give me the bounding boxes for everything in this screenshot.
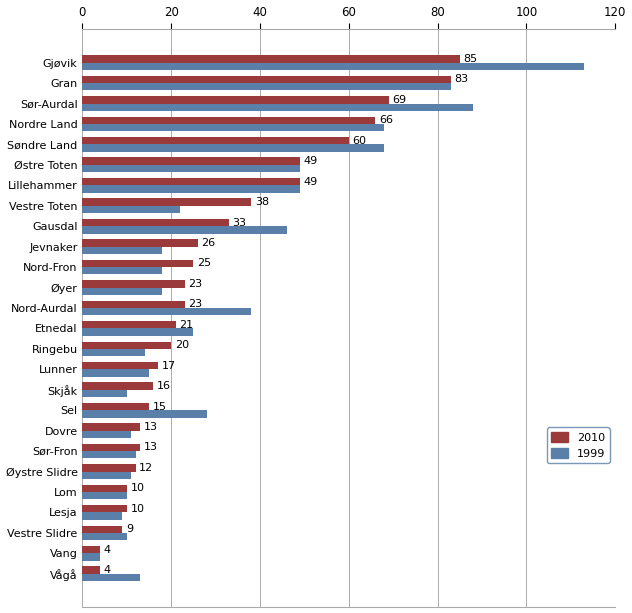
Bar [82,145,384,152]
Bar [82,185,300,192]
Bar [82,104,473,111]
Text: 69: 69 [392,95,406,105]
Text: 60: 60 [353,135,367,146]
Bar [82,424,140,431]
Bar [82,300,185,308]
Bar [82,451,136,459]
Bar [82,492,127,500]
Bar [82,55,460,63]
Bar [82,239,198,246]
Text: 21: 21 [179,320,193,330]
Bar [82,341,171,349]
Bar [82,431,131,438]
Bar [82,574,140,581]
Bar [82,63,584,70]
Bar [82,308,251,315]
Bar [82,116,375,124]
Bar [82,267,162,275]
Text: 15: 15 [152,402,167,411]
Text: 16: 16 [157,381,171,391]
Text: 23: 23 [188,279,202,289]
Bar [82,349,145,356]
Bar [82,505,127,512]
Bar [82,566,100,574]
Text: 23: 23 [188,299,202,310]
Bar [82,410,207,417]
Bar [82,554,100,561]
Bar [82,206,180,213]
Bar [82,178,300,185]
Bar [82,321,176,329]
Bar [82,76,451,83]
Bar [82,260,193,267]
Bar [82,158,300,165]
Text: 13: 13 [143,422,158,432]
Bar [82,533,127,540]
Bar [82,219,229,226]
Text: 25: 25 [197,259,211,268]
Text: 38: 38 [255,197,269,207]
Bar [82,83,451,91]
Text: 83: 83 [454,74,469,85]
Bar [82,165,300,172]
Text: 4: 4 [104,545,111,555]
Bar [82,199,251,206]
Text: 20: 20 [175,340,189,350]
Bar [82,464,136,471]
Bar [82,246,162,254]
Text: 33: 33 [233,218,246,227]
Bar [82,390,127,397]
Text: 49: 49 [303,156,318,166]
Text: 26: 26 [202,238,216,248]
Bar [82,525,123,533]
Text: 17: 17 [161,360,176,371]
Bar [82,124,384,131]
Bar [82,512,123,520]
Legend: 2010, 1999: 2010, 1999 [547,427,610,463]
Bar [82,471,131,479]
Text: 10: 10 [130,504,144,514]
Text: 66: 66 [379,115,393,125]
Bar [82,369,149,376]
Bar [82,403,149,410]
Bar [82,226,287,234]
Bar [82,444,140,451]
Text: 13: 13 [143,443,158,452]
Bar [82,137,349,145]
Bar [82,485,127,492]
Text: 49: 49 [303,177,318,186]
Bar [82,383,154,390]
Bar [82,362,158,369]
Text: 10: 10 [130,483,144,493]
Bar [82,287,162,295]
Text: 4: 4 [104,565,111,575]
Text: 9: 9 [126,524,133,534]
Bar [82,280,185,287]
Bar [82,329,193,336]
Text: 12: 12 [139,463,154,473]
Text: 85: 85 [463,54,478,64]
Bar [82,546,100,554]
Bar [82,96,389,104]
